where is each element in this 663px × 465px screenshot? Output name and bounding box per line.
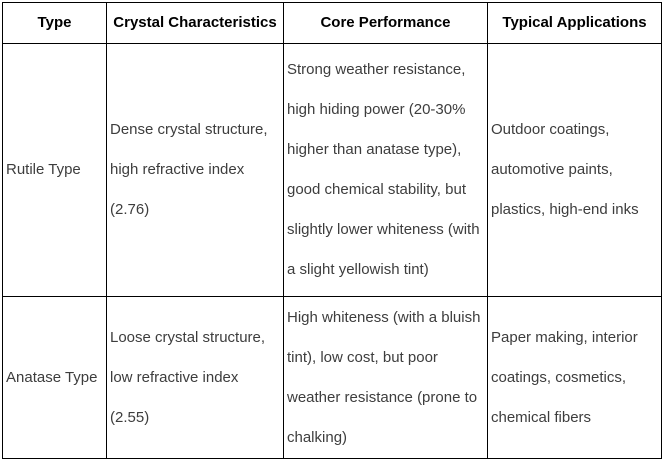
cell-rutile-core-performance: Strong weather resistance, high hiding p… (283, 43, 488, 297)
header-cell-type: Type (2, 2, 107, 44)
cell-rutile-typical-applications: Outdoor coatings, automotive paints, pla… (487, 43, 662, 297)
header-cell-core-performance: Core Performance (283, 2, 488, 44)
header-cell-typical-applications: Typical Applications (487, 2, 662, 44)
tio2-comparison-table: Type Crystal Characteristics Core Perfor… (2, 2, 662, 459)
cell-anatase-type: Anatase Type (2, 296, 107, 459)
table-row-anatase: Anatase Type Loose crystal structure, lo… (2, 296, 662, 459)
header-cell-crystal-characteristics: Crystal Characteristics (106, 2, 284, 44)
cell-rutile-crystal-characteristics: Dense crystal structure, high refractive… (106, 43, 284, 297)
cell-rutile-type: Rutile Type (2, 43, 107, 297)
cell-anatase-crystal-characteristics: Loose crystal structure, low refractive … (106, 296, 284, 459)
cell-anatase-typical-applications: Paper making, interior coatings, cosmeti… (487, 296, 662, 459)
table-header-row: Type Crystal Characteristics Core Perfor… (2, 2, 662, 44)
cell-anatase-core-performance: High whiteness (with a bluish tint), low… (283, 296, 488, 459)
table-row-rutile: Rutile Type Dense crystal structure, hig… (2, 43, 662, 297)
